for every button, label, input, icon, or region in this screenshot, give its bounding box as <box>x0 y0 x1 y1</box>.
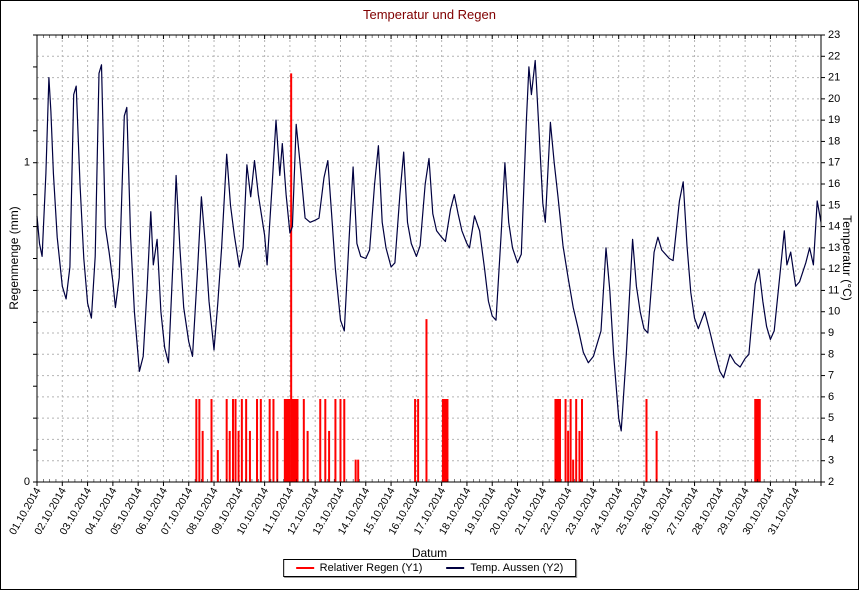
legend-item-rain: Relativer Regen (Y1) <box>295 562 423 574</box>
y-right-tick-label: 15 <box>828 199 840 211</box>
y-right-tick-label: 22 <box>828 50 840 62</box>
y-right-tick-label: 11 <box>828 284 839 296</box>
y-right-tick-label: 12 <box>828 263 840 275</box>
y-right-tick-label: 3 <box>828 455 834 467</box>
y-right-tick-label: 5 <box>828 412 834 424</box>
y-right-tick-label: 6 <box>828 391 834 403</box>
y-axis-left-title: Regenmenge (mm) <box>7 206 21 310</box>
y-right-tick-label: 13 <box>828 242 840 254</box>
y-right-tick-label: 9 <box>828 327 834 339</box>
y-right-tick-label: 18 <box>828 135 840 147</box>
y-left-tick-label: 0 <box>24 476 30 488</box>
legend-label-rain: Relativer Regen (Y1) <box>319 562 423 574</box>
y-right-tick-label: 21 <box>828 72 840 84</box>
chart-title: Temperatur und Regen <box>363 7 496 22</box>
y-right-tick-label: 16 <box>828 178 840 190</box>
y-right-tick-label: 14 <box>828 221 840 233</box>
y-right-tick-label: 20 <box>828 93 840 105</box>
y-right-tick-label: 2 <box>828 476 834 488</box>
y-right-tick-label: 8 <box>828 348 834 360</box>
y-right-tick-label: 17 <box>828 157 840 169</box>
y-right-tick-label: 7 <box>828 370 834 382</box>
y-right-tick-label: 4 <box>828 433 834 445</box>
temp-line-swatch <box>446 567 465 569</box>
y-axis-right-title: Temperatur (°C) <box>840 215 854 301</box>
temperature-line <box>36 59 822 432</box>
y-right-tick-label: 19 <box>828 114 840 126</box>
legend-label-temp: Temp. Aussen (Y2) <box>470 562 564 574</box>
x-axis-title: Datum <box>411 546 448 560</box>
legend-item-temp: Temp. Aussen (Y2) <box>446 562 563 574</box>
y-right-tick-label: 10 <box>828 306 840 318</box>
y-left-tick-label: 1 <box>24 157 30 169</box>
rain-line-swatch <box>295 567 314 569</box>
legend: Relativer Regen (Y1) Temp. Aussen (Y2) <box>282 559 577 577</box>
y-right-tick-label: 23 <box>828 29 840 41</box>
